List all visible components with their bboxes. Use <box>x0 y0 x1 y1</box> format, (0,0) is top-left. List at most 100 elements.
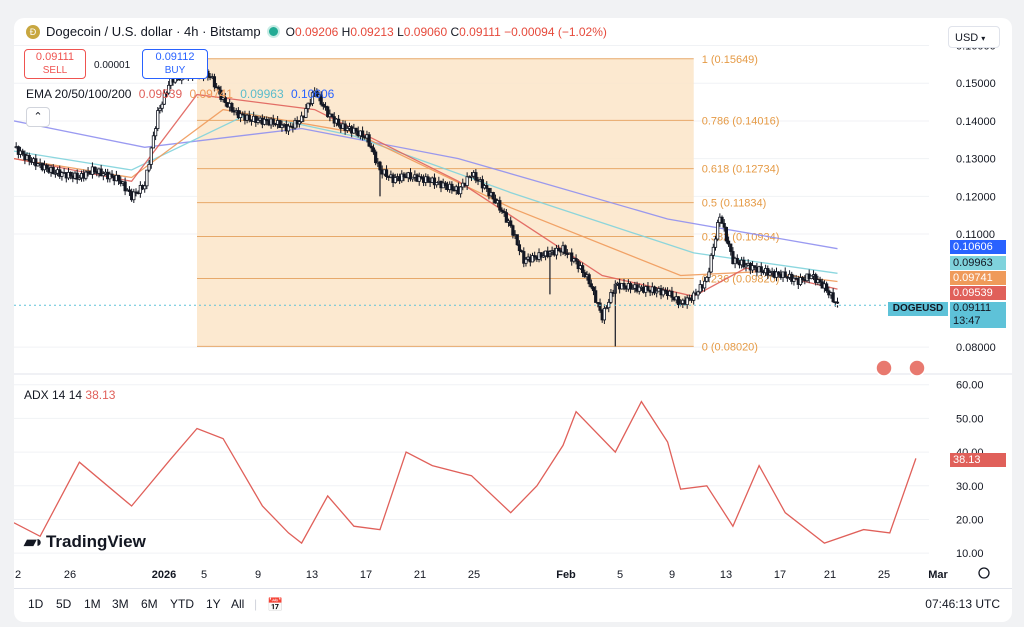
candle-body <box>138 185 142 194</box>
candle-body <box>504 212 508 223</box>
timeframe-ytd[interactable]: YTD <box>170 597 194 611</box>
candle-body <box>509 220 513 227</box>
candle-body <box>337 118 341 126</box>
candle-body <box>345 127 349 131</box>
market-status-icon <box>266 25 280 38</box>
candle-body <box>93 166 97 173</box>
candle-body <box>713 238 718 248</box>
candle-body <box>753 265 757 268</box>
candle-body <box>223 97 227 103</box>
clock[interactable]: 07:46:13 UTC <box>925 597 1000 611</box>
candle-body <box>661 289 665 296</box>
settings-gear-icon[interactable] <box>978 567 990 579</box>
price-axis-label: 0.11000 <box>956 229 995 241</box>
adx-axis-label: 30.00 <box>956 481 984 493</box>
time-axis-label: 9 <box>669 569 675 581</box>
ema50-price-tag: 0.09741 <box>950 271 1006 285</box>
fib-level-label: 0.786 (0.14016) <box>702 115 780 127</box>
candle-body <box>498 200 502 211</box>
price-axis-label: 0.12000 <box>956 191 996 203</box>
candle-body <box>652 286 657 294</box>
candle-body <box>731 251 735 265</box>
candle-body <box>554 247 559 256</box>
adx-legend[interactable]: ADX 14 14 38.13 <box>24 388 116 402</box>
candle-body <box>326 106 330 118</box>
candle-body <box>426 176 430 182</box>
ema20-price-tag: 0.09539 <box>950 286 1006 300</box>
ema-legend[interactable]: EMA 20/50/100/200 0.09539 0.09741 0.0996… <box>26 87 335 101</box>
candle-body <box>21 150 25 155</box>
timeframe-1m[interactable]: 1M <box>84 597 101 611</box>
candle-body <box>101 173 105 177</box>
candle-body <box>310 92 315 104</box>
candle-body <box>591 286 596 292</box>
candle-body <box>711 246 715 256</box>
candle-body <box>278 120 282 128</box>
timeframe-all[interactable]: All <box>231 597 245 611</box>
candle-body <box>154 128 158 137</box>
candle-body <box>637 286 641 292</box>
candle-body <box>212 76 217 88</box>
candle-body <box>411 176 415 180</box>
time-axis-label: 5 <box>617 569 623 581</box>
buy-button[interactable]: 0.09112 BUY <box>142 49 208 79</box>
time-axis-label: 2026 <box>152 569 176 581</box>
toolbar-divider: | <box>254 597 258 611</box>
ema-line-1 <box>14 112 838 274</box>
us-flag-icon <box>875 359 893 377</box>
collapse-legend-button[interactable]: ⌃ <box>26 107 50 127</box>
candle-body <box>254 115 258 123</box>
adx-value-tag: 38.13 <box>950 453 1006 467</box>
candle-body <box>716 222 720 240</box>
ema-line-2 <box>14 108 838 283</box>
candle-body <box>707 271 711 278</box>
sell-button[interactable]: 0.09111 SELL <box>24 49 86 79</box>
candle-body <box>541 255 545 258</box>
timeframe-1y[interactable]: 1Y <box>206 597 221 611</box>
timeframe-6m[interactable]: 6M <box>141 597 158 611</box>
us-flag-icon <box>908 359 926 377</box>
candle-body <box>557 247 561 252</box>
candle-body <box>60 172 64 177</box>
candle-body <box>570 252 574 262</box>
candle-body <box>696 291 700 296</box>
candle-body <box>304 108 308 118</box>
date-range-icon[interactable]: 📅 <box>267 597 284 612</box>
candle-body <box>443 182 447 186</box>
candle-body <box>167 84 171 94</box>
candle-body <box>685 297 689 306</box>
chart-canvas[interactable]: 1 (0.15649) 0.786 (0.14016) 0.618 (0.12734… <box>14 18 1012 622</box>
candle-body <box>825 283 829 292</box>
candle-body <box>371 147 376 153</box>
symbol-title[interactable]: Dogecoin / U.S. dollar · 4h · Bitstamp <box>46 24 261 39</box>
candle-body <box>598 302 602 311</box>
candle-body <box>400 173 404 182</box>
candle-body <box>45 164 49 169</box>
candle-body <box>299 115 304 123</box>
ema200-price-tag: 0.10606 <box>950 240 1006 254</box>
adx-axis-label: 10.00 <box>956 548 984 560</box>
candle-body <box>145 169 149 187</box>
currency-select[interactable]: USD ▾ <box>948 26 1000 48</box>
candle-body <box>77 177 81 180</box>
fib-level-label: 0.5 (0.11834) <box>702 198 767 210</box>
candle-body <box>563 245 567 254</box>
candle-body <box>631 287 635 290</box>
candle-body <box>502 211 506 214</box>
price-axis-label: 0.14000 <box>956 116 996 128</box>
candle-body <box>533 255 537 258</box>
time-axis-label: 13 <box>306 569 318 581</box>
time-axis-label: Mar <box>928 569 948 581</box>
candle-body <box>297 121 301 125</box>
timeframe-1d[interactable]: 1D <box>28 597 44 611</box>
timeframe-5d[interactable]: 5D <box>56 597 72 611</box>
time-axis-label: 21 <box>414 569 426 581</box>
candle-body <box>374 151 378 164</box>
candle-body <box>814 274 818 283</box>
candle-body <box>217 86 221 91</box>
fib-level-label: 0 (0.08020) <box>702 341 758 353</box>
candle-body <box>485 185 489 189</box>
timeframe-3m[interactable]: 3M <box>112 597 129 611</box>
candle-body <box>692 292 696 301</box>
adx-line <box>14 400 917 545</box>
